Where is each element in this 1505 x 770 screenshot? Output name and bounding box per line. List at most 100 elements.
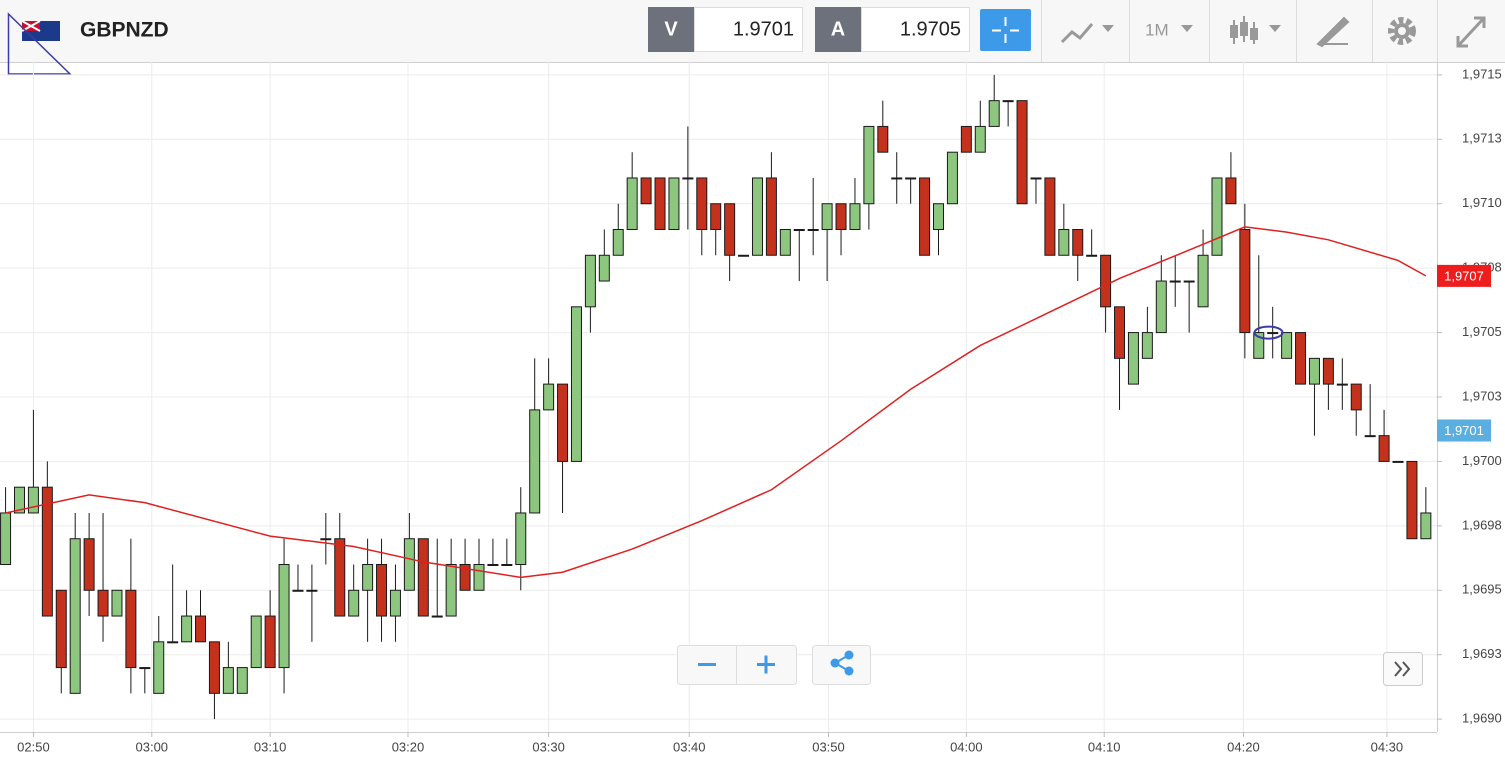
gear-hole — [1398, 27, 1406, 35]
y-tick-label: 1,9713 — [1462, 131, 1502, 146]
draw-button[interactable] — [1316, 16, 1350, 48]
candle-body — [751, 177, 763, 256]
moving-average — [5, 226, 1427, 579]
candle-body — [153, 641, 165, 694]
chart-type-button[interactable] — [1230, 16, 1281, 44]
candle-body — [1239, 229, 1251, 334]
crosshair-bg — [980, 9, 1031, 51]
candle-body — [1197, 254, 1209, 308]
candle-body — [1211, 177, 1223, 256]
y-tick-label: 1,9690 — [1462, 711, 1502, 726]
marker-ellipse — [1253, 325, 1284, 340]
candle-body — [417, 538, 429, 617]
bid-label-bg — [648, 7, 694, 52]
candle-body — [863, 125, 875, 205]
settings-button[interactable] — [1388, 17, 1416, 45]
x-tick-label: 03:30 — [532, 739, 565, 754]
price-badge — [1437, 419, 1491, 442]
candle-body — [278, 564, 290, 669]
y-tick-label: 1,9705 — [1462, 324, 1502, 339]
bid-value-bg — [694, 7, 803, 52]
x-tick-label: 04:10 — [1088, 739, 1121, 754]
candles-icon-body — [1250, 28, 1258, 40]
candle-body — [710, 203, 722, 231]
candle-body — [1350, 383, 1362, 411]
y-tick-label: 1,9703 — [1462, 388, 1502, 403]
ask-label-bg — [815, 7, 861, 52]
candle-body — [1364, 435, 1376, 438]
crosshair-button[interactable] — [980, 9, 1031, 51]
fullscreen-button[interactable] — [1456, 16, 1486, 48]
price-badge-label: 1,9707 — [1444, 268, 1484, 283]
candle-body — [654, 177, 666, 230]
y-tick-label: 1,9715 — [1462, 66, 1502, 81]
candle-body — [557, 383, 569, 462]
candle-body — [250, 615, 262, 669]
zoom-in[interactable] — [757, 655, 775, 674]
y-tick-label: 1,9698 — [1462, 517, 1502, 532]
candle-body — [793, 229, 805, 231]
candle-body — [41, 486, 53, 617]
candle-body — [376, 564, 388, 617]
flag[interactable] — [21, 20, 60, 41]
share-dot — [830, 658, 840, 668]
timeframe-button[interactable]: 1M — [1145, 20, 1193, 39]
candle-body — [13, 486, 25, 514]
candle-body — [1336, 383, 1348, 386]
dropdown-arrow — [1269, 25, 1281, 32]
candle-body — [69, 538, 81, 694]
candle-body — [1072, 229, 1084, 256]
share-button[interactable] — [812, 645, 871, 685]
candle-body — [459, 564, 471, 591]
candle-body — [487, 564, 499, 566]
x-tick-label: 03:20 — [392, 739, 425, 754]
candle-body — [612, 229, 624, 256]
candle-body — [1392, 460, 1404, 463]
candle-body — [0, 512, 12, 566]
candle-body — [1058, 229, 1070, 256]
candle-body — [696, 177, 708, 230]
candle-body — [849, 203, 861, 231]
gear-teeth — [1388, 17, 1416, 45]
candle-body — [501, 564, 513, 566]
candle-body — [821, 203, 833, 231]
x-tick-label: 03:40 — [673, 739, 706, 754]
candle-body — [584, 254, 596, 308]
candle-body — [55, 589, 67, 669]
candle-body — [1183, 280, 1195, 283]
scroll-end-button[interactable] — [1383, 652, 1423, 686]
candle-body — [236, 667, 248, 694]
share-bg — [812, 645, 871, 685]
candle-body — [334, 538, 346, 617]
candle-body — [208, 641, 220, 694]
candle-body — [1141, 332, 1153, 359]
candle-body — [320, 538, 332, 541]
indicator-icon — [1060, 23, 1094, 44]
y-tick-label: 1,9695 — [1462, 582, 1502, 597]
candle-body — [891, 177, 903, 180]
bid-price: 1.9701 — [733, 18, 794, 40]
candle-body — [946, 151, 958, 205]
candle-body — [83, 538, 95, 591]
bid-box[interactable]: V 1.9701 — [648, 7, 803, 52]
candle-body — [960, 125, 972, 153]
ask-box[interactable]: A 1.9705 — [815, 7, 970, 52]
dropdown-arrow — [1102, 25, 1114, 32]
indicator-button[interactable] — [1060, 23, 1114, 44]
candle-body — [682, 177, 694, 180]
x-tick-label: 03:50 — [812, 739, 845, 754]
candle-body — [111, 589, 123, 617]
candle-body — [1155, 280, 1167, 334]
candle-body — [1169, 280, 1181, 283]
x-tick-label: 03:00 — [136, 739, 169, 754]
candle-body — [473, 564, 485, 591]
candle-body — [389, 589, 401, 617]
price-badge-label: 1,9701 — [1444, 423, 1484, 438]
candle-body — [306, 589, 318, 592]
candle-body — [807, 229, 819, 231]
y-tick-label: 1,9710 — [1462, 195, 1502, 210]
crosshair-icon — [992, 17, 1019, 43]
price-badge — [1437, 264, 1491, 287]
ask-value-bg — [861, 7, 970, 52]
